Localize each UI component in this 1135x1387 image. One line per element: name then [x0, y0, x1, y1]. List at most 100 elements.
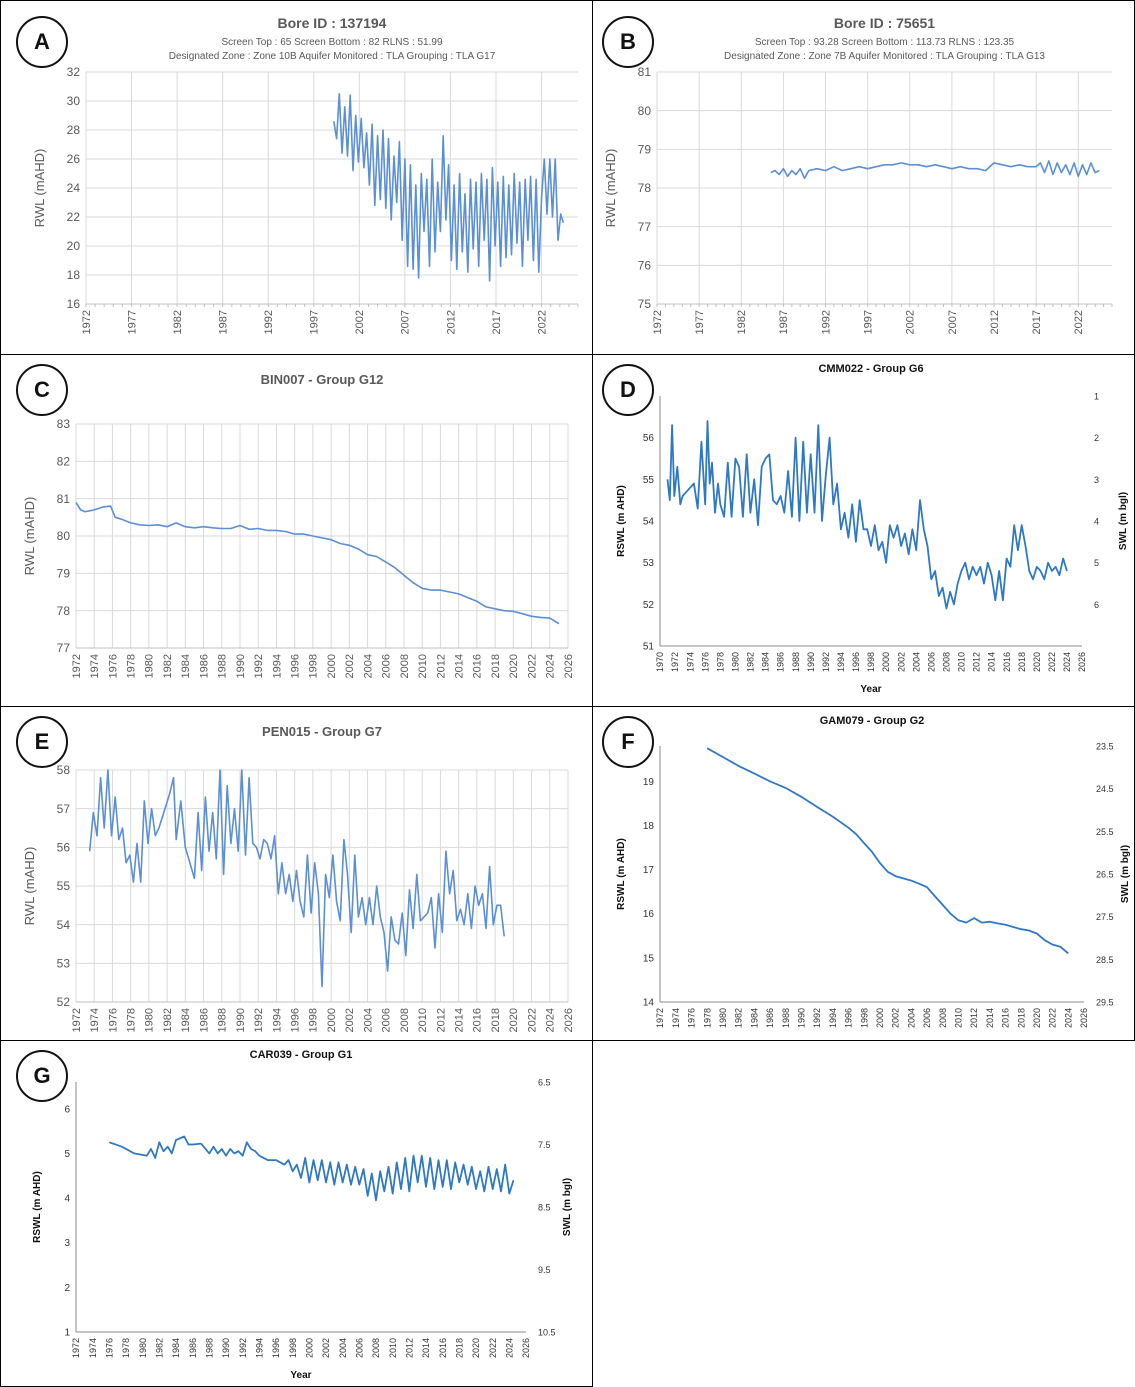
- series-line: [109, 1135, 515, 1202]
- x-tick-label: 1976: [104, 1338, 114, 1358]
- x-tick-label: 1994: [254, 1338, 264, 1358]
- x-tick-label: 2006: [354, 1338, 364, 1358]
- x-tick-label: 2022: [526, 654, 538, 678]
- x-tick-label: 2016: [1002, 652, 1012, 672]
- chart-title: CAR039 - Group G1: [250, 1049, 353, 1061]
- x-tick-label: 2000: [326, 654, 338, 678]
- chart-title: BIN007 - Group G12: [261, 372, 384, 387]
- x-tick-label: 1992: [253, 654, 265, 678]
- x-tick-label: 2008: [942, 652, 952, 672]
- x-tick-label: 1974: [89, 1008, 101, 1032]
- x-tick-label: 1980: [731, 652, 741, 672]
- y2-tick-label: 6: [1094, 600, 1099, 610]
- chart-title: Bore ID : 75651: [834, 15, 935, 31]
- x-tick-label: 1987: [778, 310, 790, 334]
- chart-svg: PEN015 - Group G7 52 53 54 55 56 57 58 1972 1974 1…: [22, 724, 575, 1032]
- y-tick-label: 32: [67, 65, 81, 79]
- x-tick-label: 2022: [526, 1008, 538, 1032]
- y-tick-label: 24: [67, 181, 81, 195]
- x-tick-label: 1984: [180, 654, 192, 678]
- x-tick-label: 2007: [947, 310, 959, 334]
- x-tick-label: 1974: [685, 652, 695, 672]
- x-tick-label: 2024: [1063, 1008, 1073, 1028]
- x-tick-label: 2014: [985, 1008, 995, 1028]
- x-tick-label: 2010: [417, 654, 429, 678]
- chart-panel-d: D CMM022 - Group G6 51 52 53 54 55 56 1970 1972 19…: [592, 354, 1135, 706]
- x-tick-label: 2012: [445, 310, 457, 334]
- y2-tick-label: 23.5: [1096, 742, 1114, 752]
- table-border: [0, 354, 1135, 355]
- y-tick-label: 18: [643, 821, 655, 832]
- x-tick-label: 1978: [126, 1008, 138, 1032]
- x-tick-label: 2002: [891, 1008, 901, 1028]
- x-tick-label: 1994: [828, 1008, 838, 1028]
- y2-axis-label: SWL (m bgl): [1118, 492, 1129, 550]
- x-tick-label: 2024: [545, 1008, 557, 1032]
- chart-title: GAM079 - Group G2: [820, 715, 925, 727]
- y-tick-label: 81: [57, 492, 71, 506]
- y-axis-label: RWL (mAHD): [22, 847, 37, 926]
- x-tick-label: 2012: [969, 1008, 979, 1028]
- y2-axis-label: SWL (m bgl): [562, 1178, 573, 1236]
- x-tick-label: 1972: [71, 654, 83, 678]
- y-tick-label: 30: [67, 94, 81, 108]
- x-tick-label: 2007: [400, 310, 412, 334]
- x-tick-label: 2022: [1047, 652, 1057, 672]
- y-tick-label: 3: [64, 1238, 70, 1249]
- y-tick-label: 79: [638, 143, 652, 157]
- y2-tick-label: 10.5: [538, 1328, 556, 1338]
- x-tick-label: 1970: [655, 652, 665, 672]
- panel-label: E: [16, 716, 68, 768]
- x-tick-label: 1988: [217, 1008, 229, 1032]
- y-tick-label: 83: [57, 417, 71, 431]
- x-tick-label: 2020: [508, 654, 520, 678]
- x-tick-label: 2012: [435, 654, 447, 678]
- x-tick-label: 2000: [881, 652, 891, 672]
- x-tick-label: 2006: [381, 1008, 393, 1032]
- y2-tick-label: 2: [1094, 433, 1099, 443]
- x-tick-label: 2006: [926, 652, 936, 672]
- x-tick-label: 1990: [235, 654, 247, 678]
- x-tick-label: 1994: [836, 652, 846, 672]
- y2-tick-label: 9.5: [538, 1265, 551, 1275]
- y-tick-label: 18: [67, 268, 81, 282]
- chart-panel-b: B Bore ID : 75651 Screen Top : 93.28 Scree…: [592, 6, 1129, 354]
- x-tick-label: 2010: [417, 1008, 429, 1032]
- x-tick-label: 1982: [734, 1008, 744, 1028]
- table-border: [0, 0, 1135, 1]
- y-tick-label: 55: [643, 475, 655, 486]
- y-tick-label: 5: [64, 1149, 70, 1160]
- y2-tick-label: 5: [1094, 558, 1099, 568]
- x-tick-label: 2002: [354, 310, 366, 334]
- table-border: [0, 0, 1, 1387]
- x-tick-label: 1996: [851, 652, 861, 672]
- x-tick-label: 2008: [938, 1008, 948, 1028]
- y-tick-label: 78: [57, 604, 71, 618]
- x-tick-label: 1998: [288, 1338, 298, 1358]
- y2-tick-label: 1: [1094, 392, 1099, 402]
- x-tick-label: 1980: [144, 1008, 156, 1032]
- x-tick-label: 1996: [844, 1008, 854, 1028]
- x-tick-label: 1998: [859, 1008, 869, 1028]
- y-axis-label: RSWL (m AHD): [616, 485, 627, 557]
- x-tick-label: 2022: [488, 1338, 498, 1358]
- y2-tick-label: 26.5: [1096, 870, 1114, 880]
- x-tick-label: 1984: [171, 1338, 181, 1358]
- x-tick-label: 2022: [1048, 1008, 1058, 1028]
- y-axis-label: RSWL (m AHD): [616, 838, 627, 910]
- y-tick-label: 80: [57, 529, 71, 543]
- y-tick-label: 56: [57, 841, 71, 855]
- x-tick-label: 1974: [89, 654, 101, 678]
- x-tick-label: 1998: [866, 652, 876, 672]
- x-tick-label: 1986: [198, 1008, 210, 1032]
- chart-svg: BIN007 - Group G12 77 78 79 80 81 82 83 1972 1974…: [22, 372, 575, 678]
- x-tick-label: 2014: [454, 1008, 466, 1032]
- x-tick-label: 2022: [1073, 310, 1085, 334]
- chart-subtitle-line-2: Designated Zone : Zone 7B Aquifer Monito…: [724, 51, 1045, 62]
- x-tick-label: 2016: [472, 654, 484, 678]
- x-tick-label: 1972: [655, 1008, 665, 1028]
- panel-label: A: [16, 16, 68, 68]
- x-tick-label: 1986: [188, 1338, 198, 1358]
- x-tick-label: 1980: [718, 1008, 728, 1028]
